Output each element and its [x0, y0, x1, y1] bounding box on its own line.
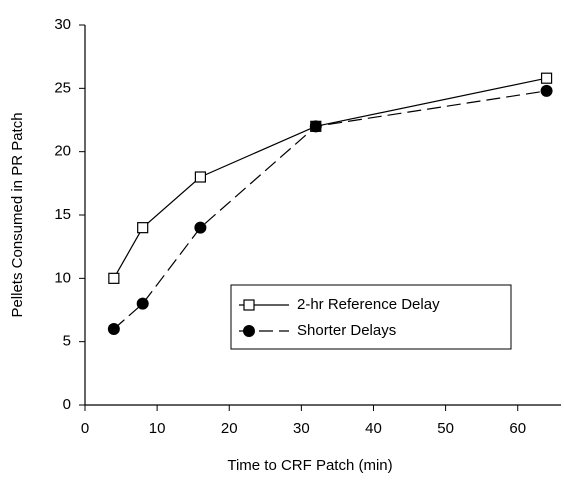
legend-box: [230, 284, 512, 350]
y-axis-label: Pellets Consumed in PR Patch: [9, 112, 26, 317]
x-tick-label: 40: [365, 420, 382, 437]
point-marker: [309, 120, 322, 133]
x-tick-label: 60: [509, 420, 526, 437]
y-tick-label: 0: [63, 396, 71, 413]
point-marker: [243, 299, 255, 311]
x-tick-label: 20: [221, 420, 238, 437]
point-marker: [243, 325, 255, 337]
y-tick-label: 25: [54, 79, 71, 96]
x-tick-label: 50: [437, 420, 454, 437]
series-line: [113, 77, 547, 279]
point-marker: [540, 84, 553, 97]
x-tick-label: 10: [149, 420, 166, 437]
point-marker: [194, 171, 206, 183]
x-tick-label: 30: [293, 420, 310, 437]
legend-label: 2-hr Reference Delay: [297, 296, 440, 313]
y-tick-label: 5: [63, 333, 71, 350]
point-marker: [540, 72, 553, 84]
x-axis-label: Time to CRF Patch (min): [227, 457, 392, 474]
y-tick-label: 30: [54, 16, 71, 33]
y-tick-label: 10: [54, 269, 71, 286]
y-tick-label: 15: [54, 206, 71, 223]
point-marker: [108, 272, 120, 284]
point-marker: [107, 323, 120, 335]
point-marker: [137, 222, 149, 234]
legend-label: Shorter Delays: [297, 322, 396, 339]
point-marker: [194, 221, 207, 234]
x-tick-label: 0: [81, 420, 89, 437]
point-marker: [136, 297, 149, 310]
y-tick-label: 20: [54, 143, 71, 160]
